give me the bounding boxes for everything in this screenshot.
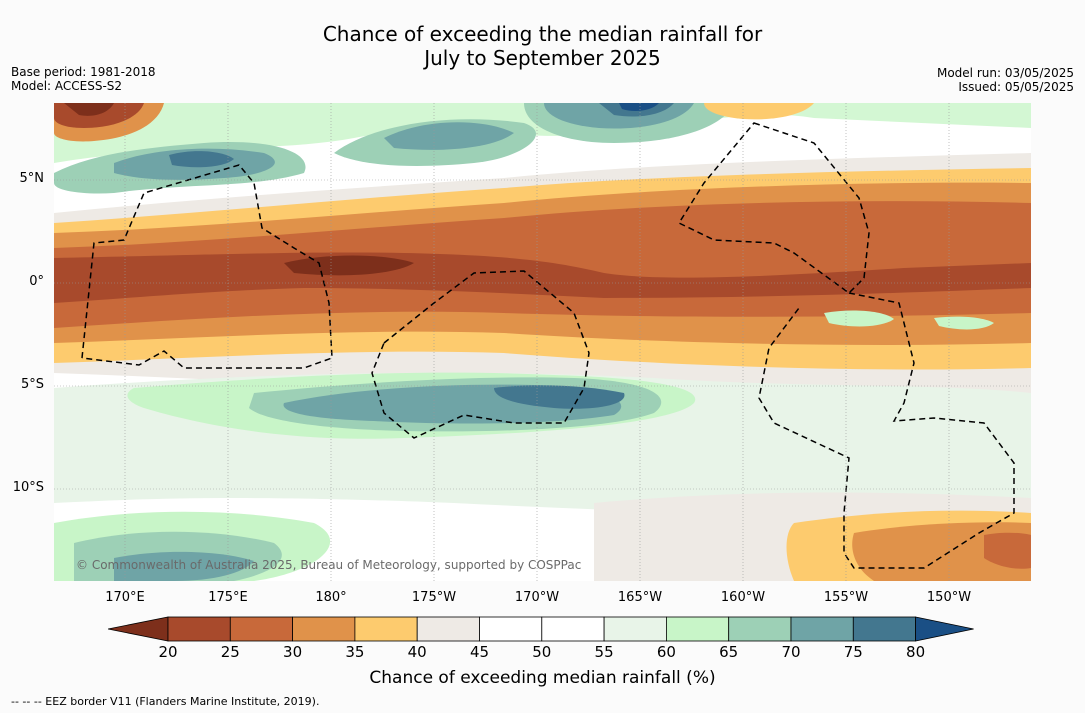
meta-right: Model run: 03/05/2025 Issued: 05/05/2025 <box>937 66 1074 94</box>
title-line-1: Chance of exceeding the median rainfall … <box>322 22 763 46</box>
colorbar-tick-label: 60 <box>656 643 676 661</box>
colorbar-tick-label: 20 <box>158 643 178 661</box>
eez-border-kiribati-line <box>677 122 870 294</box>
lon-label-170e: 170°E <box>105 590 145 605</box>
map-canvas <box>54 103 1031 581</box>
eez-border-kiribati-phoenix <box>371 270 590 439</box>
colorbar-extend-low <box>108 616 169 642</box>
lon-label-160w: 160°W <box>720 590 766 605</box>
north-darkest-top <box>619 103 659 111</box>
model-run: Model run: 03/05/2025 <box>936 66 1074 80</box>
colorbar-title: Chance of exceeding median rainfall (%) <box>369 668 716 688</box>
colorbar-tick-label: 65 <box>719 643 739 661</box>
north-dark-core-west <box>169 151 234 168</box>
colorbar-cell <box>167 616 231 642</box>
colorbar-tick-label: 50 <box>532 643 552 661</box>
colorbar-cell <box>541 616 605 642</box>
copyright-notice: © Commonwealth of Australia 2025, Bureau… <box>76 558 582 572</box>
title-line-2: July to September 2025 <box>424 46 661 70</box>
colorbar-cell <box>479 616 543 642</box>
eez-border-kiribati-gilberts <box>81 164 333 369</box>
base-period: Base period: 1981-2018 <box>11 65 156 79</box>
issued-date: Issued: 05/05/2025 <box>958 80 1074 94</box>
colorbar-cell <box>666 616 730 642</box>
lat-label-5s: 5°S <box>20 377 44 392</box>
south-dark-core <box>494 385 625 409</box>
east-green-patch-1 <box>824 310 894 327</box>
colorbar-cell <box>790 616 854 642</box>
colorbar-tick-label: 45 <box>469 643 490 661</box>
colorbar-tick-label: 80 <box>906 643 926 661</box>
eez-borders <box>81 122 1015 569</box>
lon-label-155w: 155°W <box>823 590 869 605</box>
lat-label-0: 0° <box>29 274 44 289</box>
southeast-rust-core <box>984 532 1031 569</box>
colorbar-cell <box>354 616 418 642</box>
lon-label-175e: 175°E <box>208 590 248 605</box>
colorbar-tick-label: 40 <box>407 643 427 661</box>
north-green-band <box>54 103 1031 163</box>
colorbar <box>108 616 974 642</box>
graticule <box>54 103 1031 581</box>
map-title: Chance of exceeding the median rainfall … <box>0 22 1085 70</box>
lon-label-150w: 150°W <box>926 590 972 605</box>
southwest-teal-core <box>114 551 254 581</box>
lon-label-180: 180° <box>315 590 347 605</box>
colorbar-extend-high <box>915 616 974 642</box>
lat-label-10s: 10°S <box>12 480 44 495</box>
colorbar-cell <box>229 616 294 642</box>
colorbar-tick-label: 70 <box>781 643 801 661</box>
colorbar-tick-label: 25 <box>220 643 240 661</box>
colorbar-cell <box>603 616 667 642</box>
colorbar-tick-label: 30 <box>283 643 303 661</box>
north-teal-core-central <box>384 122 514 150</box>
eez-border-french-polynesia <box>758 292 1015 569</box>
equatorial-darkest-core <box>284 255 414 276</box>
meta-left: Base period: 1981-2018 Model: ACCESS-S2 <box>11 65 156 93</box>
lon-label-175w: 175°W <box>411 590 457 605</box>
colorbar-tick-label: 35 <box>345 643 365 661</box>
lon-label-170w: 170°W <box>514 590 560 605</box>
colorbar-tick-label: 75 <box>843 643 863 661</box>
colorbar-cell <box>416 616 480 642</box>
colorbar-tick-label: 55 <box>594 643 614 661</box>
colorbar-cell <box>292 616 356 642</box>
rainfall-map[interactable]: © Commonwealth of Australia 2025, Bureau… <box>54 103 1031 581</box>
model-name: Model: ACCESS-S2 <box>11 79 123 93</box>
lon-label-165w: 165°W <box>617 590 663 605</box>
colorbar-cells <box>108 616 974 642</box>
colorbar-cell <box>852 616 916 642</box>
northwest-darkest <box>64 103 114 116</box>
lat-label-5n: 5°N <box>19 171 45 186</box>
colorbar-cell <box>728 616 792 642</box>
eez-footnote: -- -- -- EEZ border V11 (Flanders Marine… <box>11 695 320 708</box>
north-yellow-patch-east <box>704 103 814 120</box>
